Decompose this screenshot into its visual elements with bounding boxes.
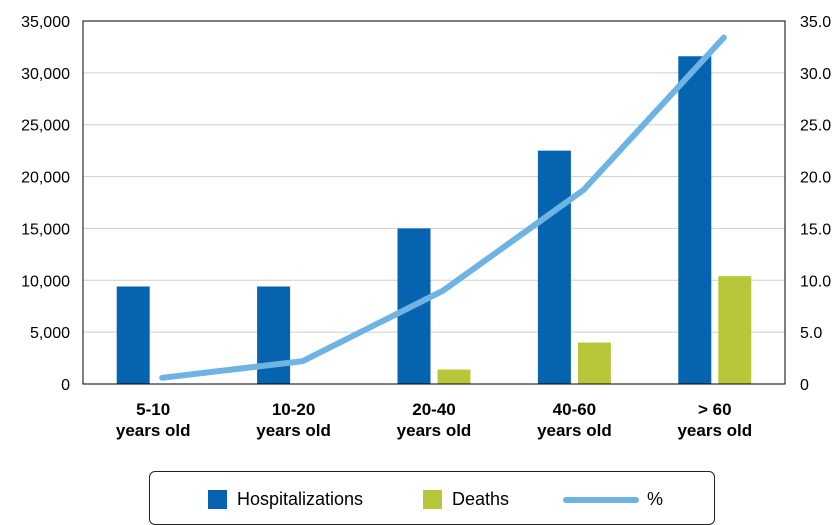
- left-tick-label: 20,000: [21, 170, 70, 187]
- bar-hospitalizations-5: [678, 56, 712, 385]
- category-label: 5-10 years old: [116, 400, 191, 440]
- right-tick-label: 35.0: [800, 14, 831, 31]
- bar-deaths-4: [577, 342, 611, 384]
- legend-item-percent: %: [563, 489, 663, 510]
- bar-deaths-5: [718, 276, 752, 384]
- bar-hospitalizations-1: [116, 286, 150, 384]
- left-tick-label: 30,000: [21, 66, 70, 83]
- legend-swatch-deaths: [423, 490, 442, 509]
- legend-label-percent: %: [647, 489, 664, 509]
- left-tick-label: 25,000: [21, 118, 70, 135]
- bar-deaths-3: [437, 369, 471, 384]
- legend-swatch-percent: [563, 496, 639, 503]
- percent-line-layer: [159, 34, 727, 381]
- right-tick-label: 30.0: [800, 66, 831, 83]
- left-tick-label: 5,000: [30, 325, 70, 342]
- x-axis: 5-10 years old 10-20 years old 20-40 years ol…: [116, 400, 752, 440]
- right-tick-label: 20.0: [800, 170, 831, 187]
- bar-hospitalizations-2: [257, 286, 291, 384]
- plot-frame: [82, 20, 786, 385]
- right-tick-label: 25.0: [800, 118, 831, 135]
- legend-label-deaths: Deaths: [452, 489, 510, 509]
- left-y-axis: 0 5,000 10,000 15,000 20,000 25,000 30,000 35,0…: [21, 14, 70, 394]
- right-tick-label: 5.0: [800, 325, 822, 342]
- left-tick-label: 0: [61, 377, 70, 394]
- category-label: 40-60 years old: [537, 400, 612, 440]
- legend-label-hospitalizations: Hospitalizations: [237, 489, 364, 509]
- left-tick-label: 35,000: [21, 14, 70, 31]
- bar-hospitalizations-4: [537, 150, 571, 384]
- legend-item-deaths: Deaths: [423, 489, 509, 510]
- category-label: 20-40 years old: [397, 400, 472, 440]
- gridlines: [83, 72, 785, 333]
- bars: [116, 56, 752, 385]
- left-tick-label: 10,000: [21, 273, 70, 290]
- category-label: 10-20 years old: [256, 400, 331, 440]
- legend: Hospitalizations Deaths %: [149, 471, 715, 525]
- percent-line: [159, 34, 727, 381]
- right-tick-label: 10.0: [800, 273, 831, 290]
- right-tick-label: 0: [800, 377, 809, 394]
- category-label: > 60 years old: [677, 400, 752, 440]
- legend-item-hospitalizations: Hospitalizations: [208, 489, 363, 510]
- legend-swatch-hospitalizations: [208, 490, 227, 509]
- left-tick-label: 15,000: [21, 221, 70, 238]
- right-tick-label: 15.0: [800, 221, 831, 238]
- right-y-axis: 0 5.0 10.0 15.0 20.0 25.0 30.0 35.0: [800, 14, 831, 394]
